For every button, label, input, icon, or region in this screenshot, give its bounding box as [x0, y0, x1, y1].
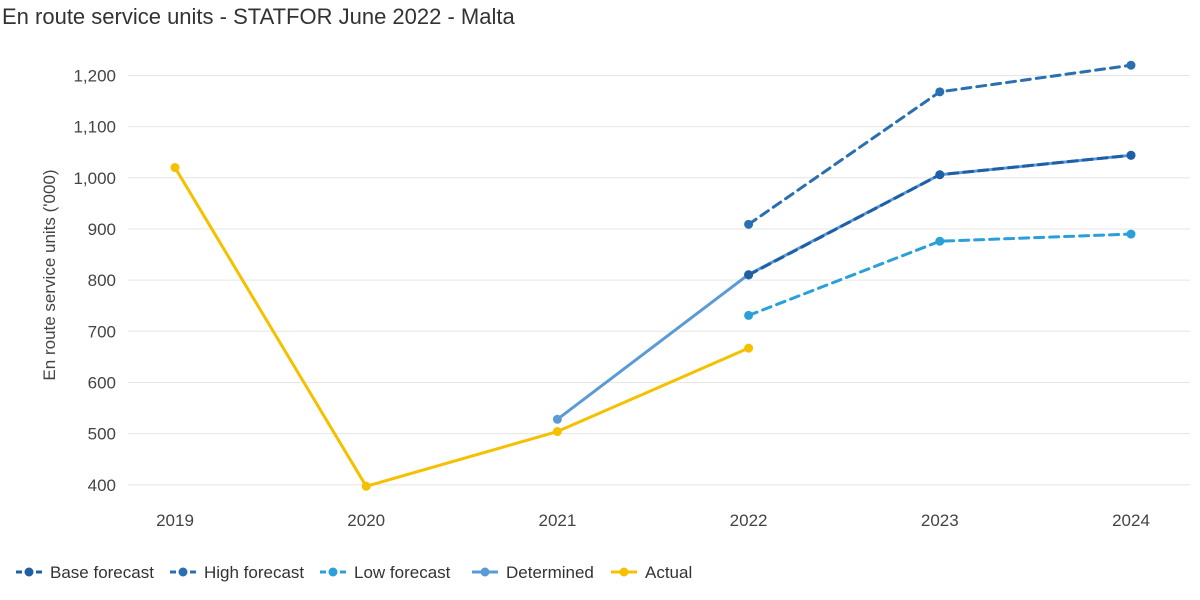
series-base-forecast [744, 150, 1136, 280]
x-tick-label: 2019 [156, 511, 194, 530]
series-line [555, 153, 1133, 421]
y-tick-label: 700 [88, 322, 116, 341]
data-point[interactable] [744, 343, 754, 353]
data-point[interactable] [552, 414, 562, 424]
data-point[interactable] [1126, 229, 1136, 239]
series-high-forecast [744, 60, 1136, 229]
legend-item-high-forecast[interactable]: High forecast [170, 563, 304, 582]
y-tick-label: 400 [88, 476, 116, 495]
legend-label: Determined [506, 563, 594, 582]
y-axis-ticks: 400 500 600 700 800 900 1,000 1,100 1,200 [73, 66, 116, 494]
x-tick-label: 2020 [347, 511, 385, 530]
data-point[interactable] [170, 163, 180, 173]
x-tick-label: 2021 [538, 511, 576, 530]
y-tick-label: 1,000 [73, 169, 116, 188]
legend-item-actual[interactable]: Actual [611, 563, 692, 582]
legend-marker [24, 567, 34, 577]
x-tick-label: 2024 [1112, 511, 1150, 530]
y-tick-label: 1,200 [73, 66, 116, 85]
data-point[interactable] [935, 87, 945, 97]
legend-item-low-forecast[interactable]: Low forecast [320, 563, 451, 582]
data-point[interactable] [744, 270, 754, 280]
data-point[interactable] [744, 219, 754, 229]
y-tick-label: 800 [88, 271, 116, 290]
data-point[interactable] [935, 170, 945, 180]
legend-marker [619, 567, 629, 577]
x-tick-label: 2022 [730, 511, 768, 530]
series-group [170, 60, 1136, 491]
legend-label: Actual [645, 563, 692, 582]
data-point[interactable] [552, 427, 562, 437]
y-tick-label: 1,100 [73, 118, 116, 137]
legend-marker [178, 567, 188, 577]
data-point[interactable] [935, 236, 945, 246]
legend-label: High forecast [204, 563, 304, 582]
y-axis-label: En route service units ('000) [40, 169, 59, 380]
chart-title: En route service units - STATFOR June 20… [2, 4, 515, 29]
y-tick-label: 500 [88, 425, 116, 444]
legend: Base forecast High forecast Low forecast De… [16, 563, 692, 582]
legend-marker [480, 567, 490, 577]
series-low-forecast [744, 229, 1136, 320]
legend-label: Base forecast [50, 563, 154, 582]
gridlines [128, 74, 1190, 486]
data-point[interactable] [744, 310, 754, 320]
legend-item-determined[interactable]: Determined [472, 563, 594, 582]
data-point[interactable] [1126, 150, 1136, 160]
data-point[interactable] [1126, 60, 1136, 70]
x-tick-label: 2023 [921, 511, 959, 530]
y-tick-label: 600 [88, 373, 116, 392]
legend-marker [328, 567, 338, 577]
x-axis-ticks: 2019 2020 2021 2022 2023 2024 [156, 511, 1150, 530]
legend-item-base-forecast[interactable]: Base forecast [16, 563, 154, 582]
data-point[interactable] [361, 481, 371, 491]
series-line [173, 166, 751, 488]
series-actual [170, 163, 754, 491]
legend-label: Low forecast [354, 563, 451, 582]
y-tick-label: 900 [88, 220, 116, 239]
